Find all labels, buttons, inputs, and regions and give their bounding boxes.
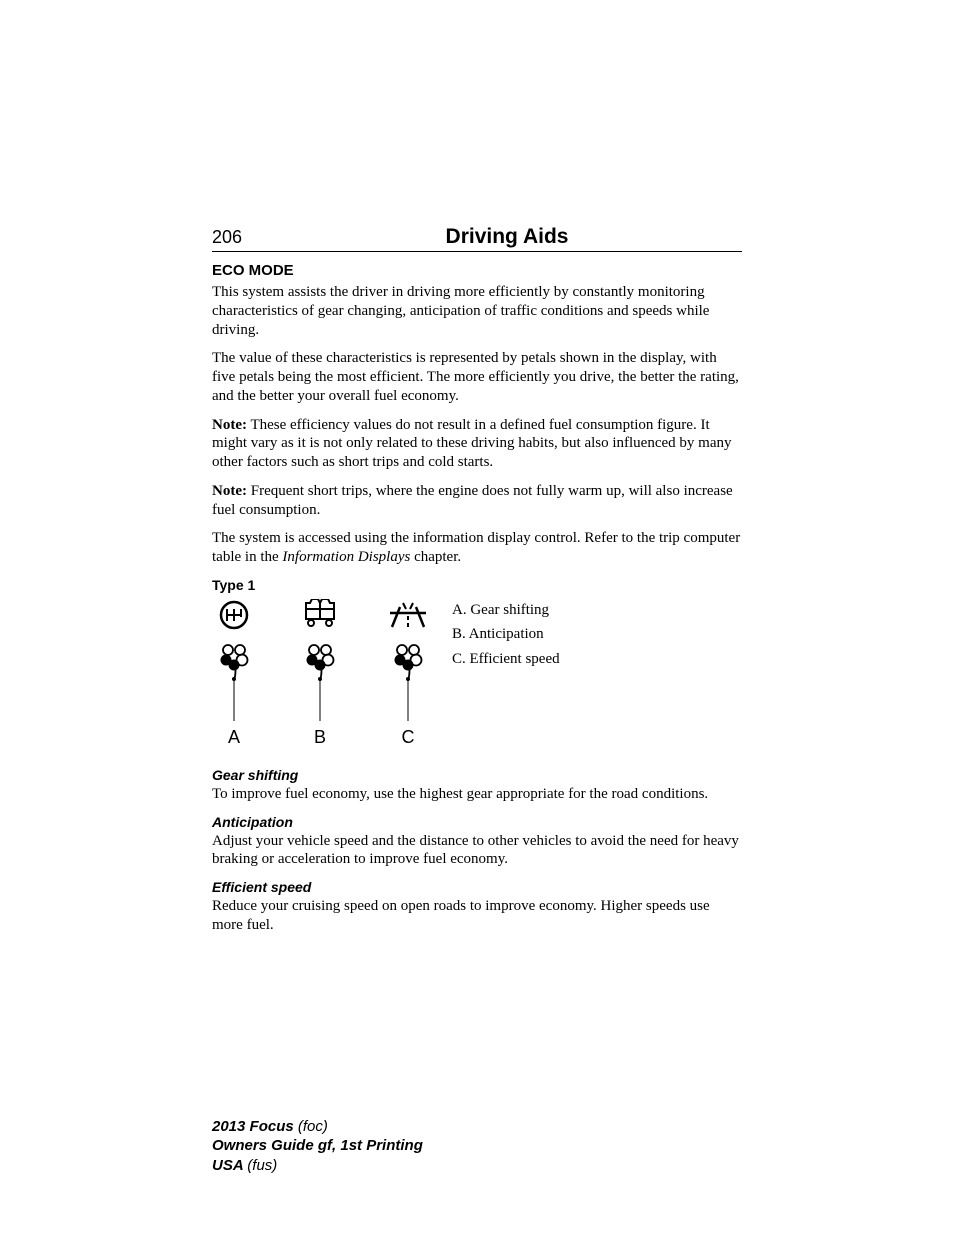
page-footer: 2013 Focus (foc) Owners Guide gf, 1st Pr… <box>212 1117 423 1176</box>
legend-item-a: A. Gear shifting <box>452 599 560 622</box>
footer-model: 2013 Focus <box>212 1118 298 1135</box>
paragraph-intro: This system assists the driver in drivin… <box>212 283 742 339</box>
paragraph-access: The system is accessed using the informa… <box>212 529 742 567</box>
note-2-text: Frequent short trips, where the engine d… <box>212 483 733 518</box>
legend-item-c: C. Efficient speed <box>452 648 560 671</box>
diagram-legend: A. Gear shifting B. Anticipation C. Effi… <box>452 599 560 673</box>
chapter-title: Driving Aids <box>272 225 742 249</box>
footer-region: USA <box>212 1157 247 1174</box>
section-heading-eco-mode: ECO MODE <box>212 262 742 279</box>
footer-line-2: Owners Guide gf, 1st Printing <box>212 1136 423 1156</box>
page-container: 206 Driving Aids ECO MODE This system as… <box>0 0 954 1235</box>
page-header: 206 Driving Aids <box>212 225 742 252</box>
diagram-label-c: C <box>402 727 415 747</box>
efficient-speed-heading: Efficient speed <box>212 879 742 895</box>
anticipation-text: Adjust your vehicle speed and the distan… <box>212 832 742 870</box>
legend-item-b: B. Anticipation <box>452 623 560 646</box>
para3-part-italic: Information Displays <box>282 549 410 565</box>
note-label: Note: <box>212 483 247 499</box>
eco-mode-diagram: A B C <box>212 599 444 757</box>
para3-part-c: chapter. <box>410 549 461 565</box>
paragraph-petals: The value of these characteristics is re… <box>212 349 742 405</box>
footer-line-3: USA (fus) <box>212 1156 423 1176</box>
eco-mode-diagram-block: A B C A. Gear shifting B. Anticipation C… <box>212 599 742 757</box>
footer-region-code: (fus) <box>247 1157 277 1174</box>
type-1-heading: Type 1 <box>212 577 742 593</box>
note-1-text: These efficiency values do not result in… <box>212 417 732 471</box>
footer-line-1: 2013 Focus (foc) <box>212 1117 423 1137</box>
gear-shifting-text: To improve fuel economy, use the highest… <box>212 785 742 804</box>
gear-shifting-heading: Gear shifting <box>212 767 742 783</box>
diagram-label-b: B <box>314 727 326 747</box>
footer-code: (foc) <box>298 1118 328 1135</box>
note-label: Note: <box>212 417 247 433</box>
anticipation-heading: Anticipation <box>212 814 742 830</box>
efficient-speed-text: Reduce your cruising speed on open roads… <box>212 897 742 935</box>
diagram-label-a: A <box>228 727 240 747</box>
note-1: Note: These efficiency values do not res… <box>212 416 742 472</box>
note-2: Note: Frequent short trips, where the en… <box>212 482 742 520</box>
